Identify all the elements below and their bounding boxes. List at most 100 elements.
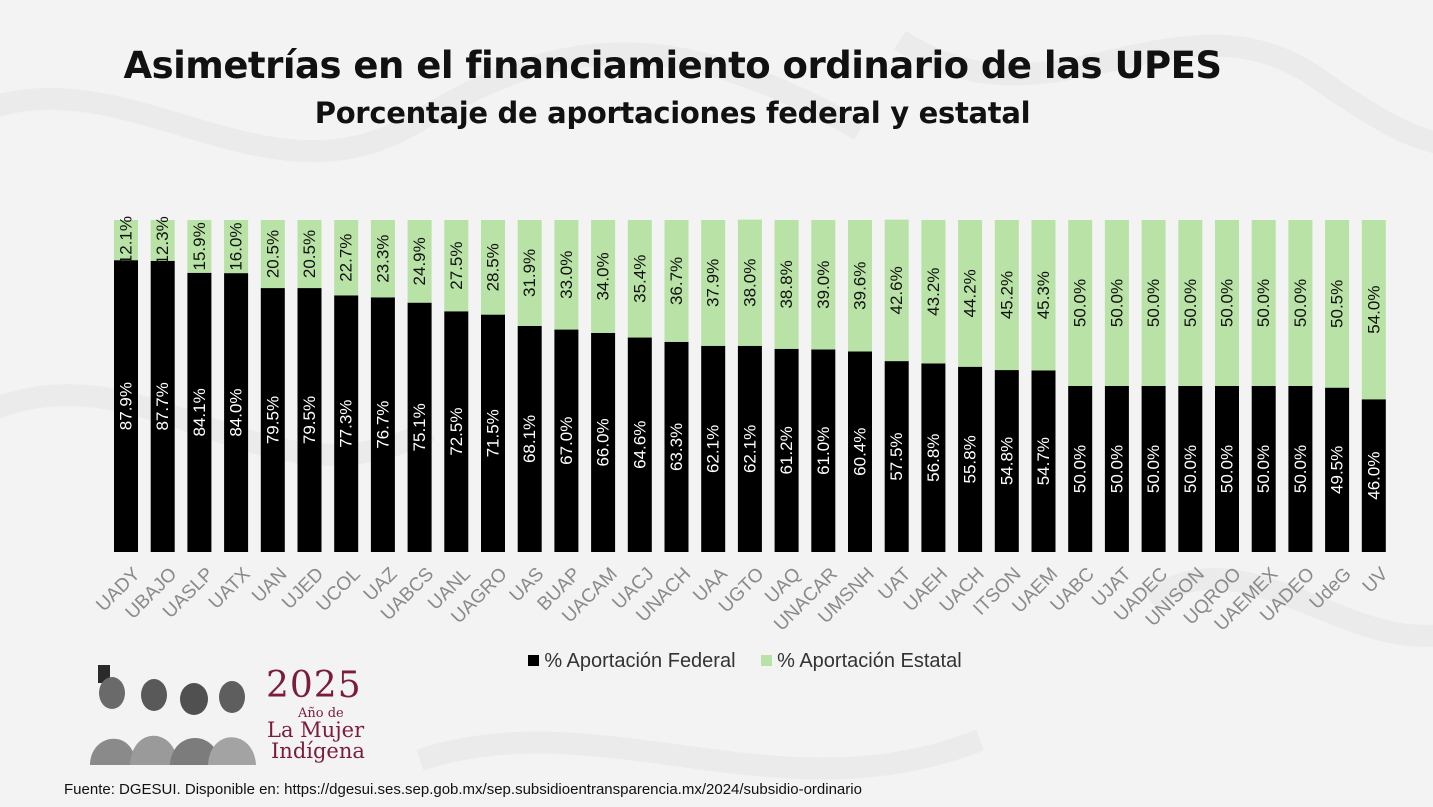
bar-federal-UADEC bbox=[1141, 386, 1166, 552]
legend-swatch-federal bbox=[528, 655, 540, 666]
label-estatal-UADEO: 50.0% bbox=[1291, 279, 1310, 327]
bar-federal-UABCS bbox=[407, 302, 432, 552]
bar-federal-UAEM bbox=[1031, 370, 1056, 552]
bar-estatal-UAS bbox=[517, 220, 542, 326]
label-federal-UAT: 57.5% bbox=[887, 432, 906, 480]
bar-federal-UNACH bbox=[664, 341, 689, 552]
label-federal-UAEM: 54.7% bbox=[1034, 437, 1053, 485]
label-federal-BUAP: 67.0% bbox=[557, 417, 576, 465]
label-estatal-UAS: 31.9% bbox=[520, 249, 539, 297]
label-federal-UADY: 87.9% bbox=[117, 382, 136, 430]
bar-federal-UAGRO bbox=[481, 314, 505, 552]
bar-federal-UQROO bbox=[1215, 386, 1239, 552]
bar-estatal-UAA bbox=[701, 220, 726, 346]
legend-item-estatal: % Aportación Estatal bbox=[761, 650, 962, 673]
label-estatal-UdeG: 50.5% bbox=[1328, 280, 1347, 328]
label-federal-UAEMEX: 50.0% bbox=[1254, 445, 1273, 493]
label-federal-UNACH: 63.3% bbox=[667, 423, 686, 471]
label-estatal-UJED: 20.5% bbox=[300, 230, 319, 278]
label-federal-UAN: 79.5% bbox=[263, 396, 282, 444]
label-estatal-UAA: 37.9% bbox=[704, 259, 723, 307]
label-federal-UQROO: 50.0% bbox=[1218, 445, 1237, 493]
label-federal-UADEC: 50.0% bbox=[1144, 445, 1163, 493]
chart-title: Asimetrías en el financiamiento ordinari… bbox=[123, 44, 1222, 87]
label-federal-UASLP: 84.1% bbox=[190, 388, 209, 436]
label-estatal-UAEH: 43.2% bbox=[924, 268, 943, 316]
label-estatal-UANL: 27.5% bbox=[447, 242, 466, 290]
label-federal-UdeG: 49.5% bbox=[1328, 446, 1347, 494]
bar-estatal-UMSNH bbox=[848, 220, 872, 352]
label-federal-UABCS: 75.1% bbox=[410, 403, 429, 451]
label-estatal-UADY: 12.1% bbox=[117, 216, 136, 264]
bar-estatal-UABCS bbox=[407, 220, 432, 303]
bar-federal-UAEH bbox=[921, 363, 946, 552]
bar-federal-UAZ bbox=[370, 297, 395, 552]
logo-line2: La Mujer bbox=[267, 718, 365, 742]
label-estatal-UAT: 42.6% bbox=[887, 266, 906, 314]
label-federal-ITSON: 54.8% bbox=[997, 437, 1016, 485]
bar-estatal-UACJ bbox=[627, 220, 652, 338]
label-federal-UGTO: 62.1% bbox=[740, 425, 759, 473]
label-estatal-UACH: 44.2% bbox=[961, 269, 980, 317]
label-estatal-UABCS: 24.9% bbox=[410, 237, 429, 285]
bar-federal-UCOL bbox=[334, 295, 359, 552]
bar-estatal-UAEMEX bbox=[1251, 220, 1276, 386]
label-estatal-UNACAR: 39.0% bbox=[814, 261, 833, 309]
bar-estatal-UBAJO bbox=[150, 220, 175, 261]
bar-federal-ITSON bbox=[994, 370, 1019, 552]
bar-estatal-UANL bbox=[444, 220, 469, 312]
legend-item-federal: % Aportación Federal bbox=[528, 650, 736, 673]
bar-estatal-UV bbox=[1361, 220, 1386, 400]
label-federal-UNACAR: 61.0% bbox=[814, 427, 833, 475]
label-federal-UACJ: 64.6% bbox=[630, 421, 649, 469]
bar-federal-UMSNH bbox=[848, 351, 872, 552]
bar-estatal-BUAP bbox=[554, 220, 579, 330]
bar-federal-UNACAR bbox=[811, 349, 836, 552]
label-estatal-UATX: 16.0% bbox=[227, 222, 246, 270]
bar-federal-BUAP bbox=[554, 329, 579, 552]
bar-estatal-UQROO bbox=[1215, 220, 1239, 386]
bar-federal-UBAJO bbox=[150, 260, 175, 552]
bar-federal-UASLP bbox=[187, 272, 212, 552]
logo-year: 2025 bbox=[266, 665, 362, 706]
label-federal-UADEO: 50.0% bbox=[1291, 445, 1310, 493]
label-federal-UJED: 79.5% bbox=[300, 396, 319, 444]
bar-federal-UACJ bbox=[627, 337, 652, 552]
label-federal-UAEH: 56.8% bbox=[924, 434, 943, 482]
label-federal-UABC: 50.0% bbox=[1071, 445, 1090, 493]
label-estatal-UGTO: 38.0% bbox=[740, 259, 759, 307]
bar-estatal-UCOL bbox=[334, 220, 359, 296]
label-estatal-UNACH: 36.7% bbox=[667, 257, 686, 305]
label-estatal-UACJ: 35.4% bbox=[630, 255, 649, 303]
bar-estatal-UACAM bbox=[591, 220, 616, 333]
label-estatal-UV: 54.0% bbox=[1364, 286, 1383, 334]
stacked-bar-chart: 87.9%12.1%UADY87.7%12.3%UBAJO84.1%15.9%U… bbox=[92, 216, 1393, 635]
logo-2025-ano-mujer-indigena: 2025 Año de La Mujer Indígena bbox=[78, 655, 378, 765]
bar-federal-UATX bbox=[224, 273, 249, 552]
label-estatal-UCOL: 22.7% bbox=[337, 234, 356, 282]
bar-estatal-UAN bbox=[260, 220, 285, 289]
bar-estatal-UABC bbox=[1068, 220, 1093, 386]
bar-federal-UJAT bbox=[1104, 386, 1129, 552]
bar-federal-UAEMEX bbox=[1251, 386, 1276, 552]
bar-estatal-UATX bbox=[224, 220, 249, 274]
x-tick-label-UV: UV bbox=[1359, 564, 1393, 598]
chart-legend: % Aportación Federal % Aportación Estata… bbox=[0, 650, 1433, 673]
label-estatal-UQROO: 50.0% bbox=[1218, 279, 1237, 327]
legend-swatch-estatal bbox=[761, 655, 773, 666]
bar-federal-UV bbox=[1361, 399, 1386, 552]
label-federal-UV: 46.0% bbox=[1364, 452, 1383, 500]
bar-federal-UANL bbox=[444, 311, 469, 552]
bar-estatal-UJAT bbox=[1104, 220, 1129, 386]
label-federal-UATX: 84.0% bbox=[227, 388, 246, 436]
label-federal-UNISON: 50.0% bbox=[1181, 445, 1200, 493]
bar-estatal-UASLP bbox=[187, 220, 212, 273]
label-estatal-UNISON: 50.0% bbox=[1181, 279, 1200, 327]
label-federal-UACH: 55.8% bbox=[961, 435, 980, 483]
label-federal-UAA: 62.1% bbox=[704, 425, 723, 473]
label-federal-UAQ: 61.2% bbox=[777, 426, 796, 474]
bar-federal-UAS bbox=[517, 325, 542, 552]
label-estatal-UADEC: 50.0% bbox=[1144, 279, 1163, 327]
portraits-illustration bbox=[90, 665, 256, 765]
label-federal-UAS: 68.1% bbox=[520, 415, 539, 463]
